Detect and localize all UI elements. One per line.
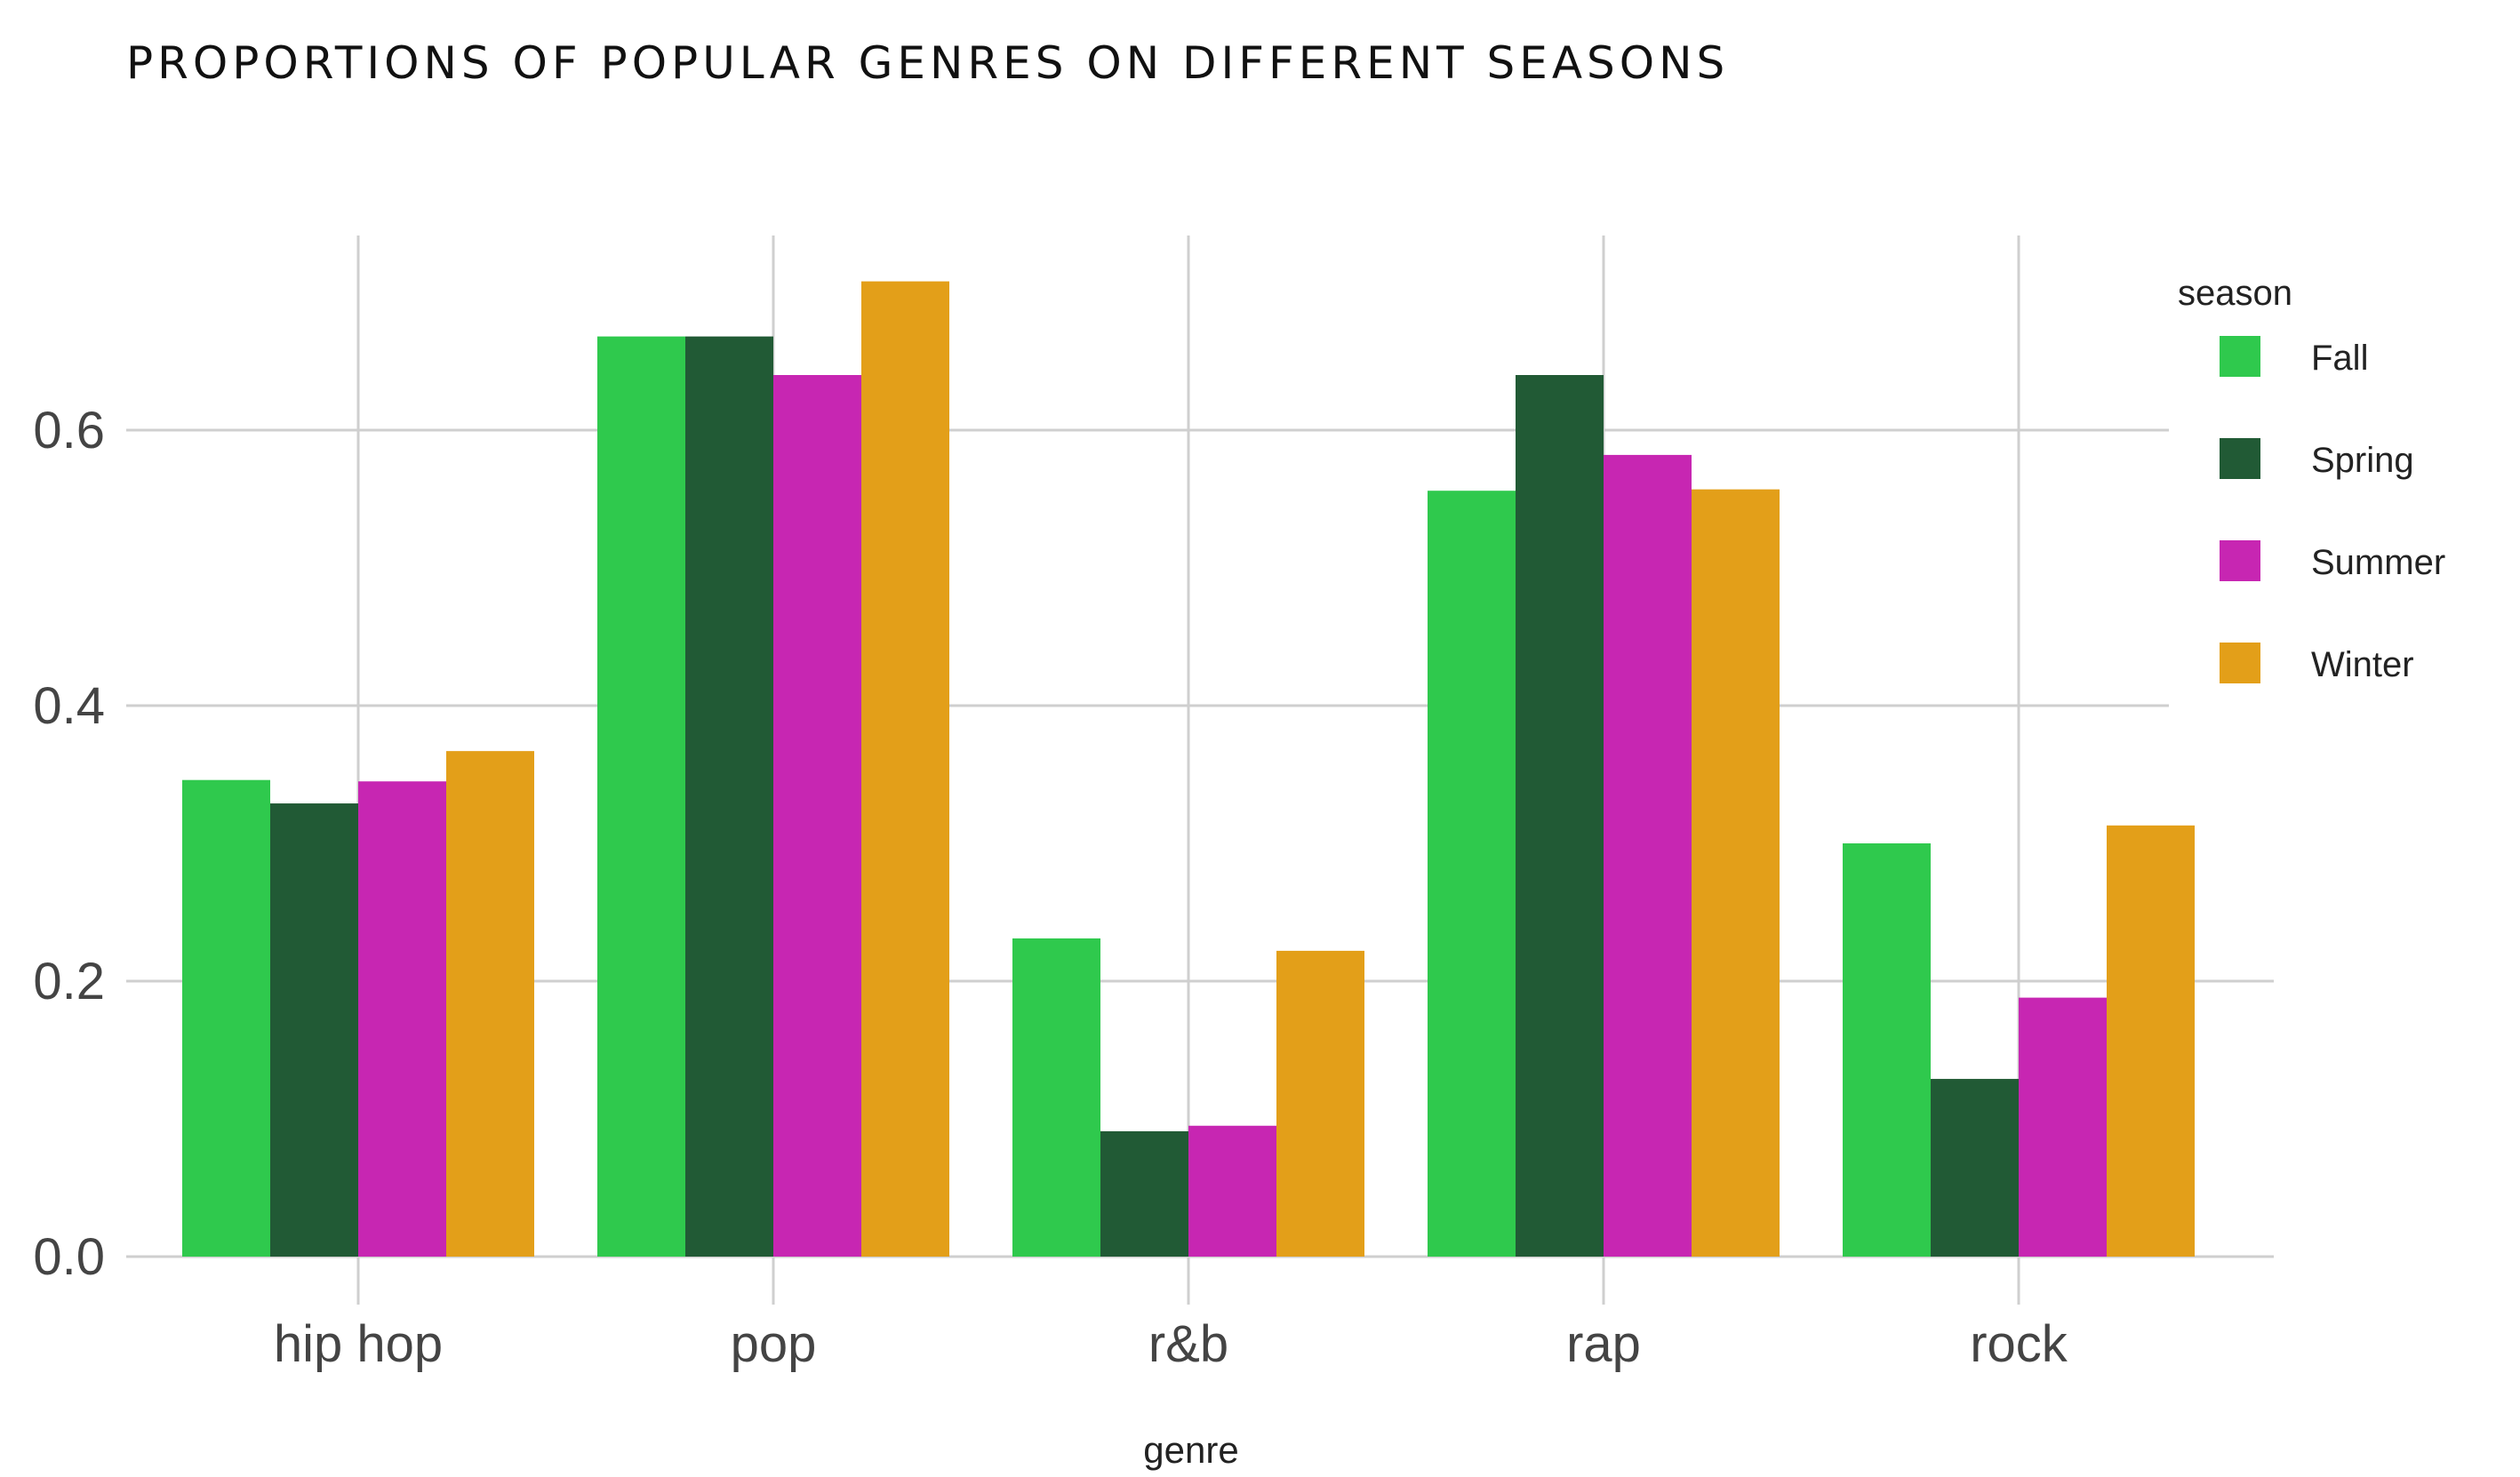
bar [1604, 454, 1692, 1257]
legend-label: Spring [2311, 441, 2414, 480]
bar [685, 336, 773, 1257]
bar [1931, 1079, 2019, 1257]
bars [182, 281, 2195, 1257]
y-tick-label: 0.2 [33, 953, 105, 1010]
bar [1428, 491, 1516, 1257]
y-tick-label: 0.6 [33, 402, 105, 459]
legend-label: Summer [2311, 543, 2445, 582]
y-tick-label: 0.0 [33, 1228, 105, 1286]
x-tick-label: rap [1566, 1315, 1641, 1373]
bar [597, 336, 685, 1257]
x-tick-label: rock [1970, 1315, 2068, 1373]
legend-swatch [2220, 540, 2260, 581]
chart-title: PROPORTIONS OF POPULAR GENRES ON DIFFERE… [126, 37, 1729, 89]
x-tick-label: pop [731, 1315, 817, 1373]
bar [1012, 938, 1100, 1257]
legend-label: Fall [2311, 339, 2368, 378]
bar [358, 781, 446, 1257]
bar [270, 803, 358, 1257]
legend-label: Winter [2311, 645, 2414, 684]
bar [446, 751, 534, 1257]
x-tick-label: r&b [1148, 1315, 1228, 1373]
legend-title: season [2178, 274, 2292, 313]
bar [773, 375, 861, 1257]
legend-swatch [2220, 336, 2260, 377]
bar [1188, 1125, 1276, 1257]
y-tick-label: 0.4 [33, 677, 105, 735]
bar [861, 281, 949, 1257]
x-axis-label: genre [1143, 1429, 1238, 1471]
bar [182, 779, 270, 1257]
bar [1276, 950, 1364, 1257]
y-tick-labels: 0.0 0.2 0.4 0.6 [33, 402, 105, 1286]
bar [1692, 489, 1780, 1257]
x-tick-labels: hip hop pop r&b rap rock [274, 1315, 2068, 1373]
bar [1516, 375, 1604, 1257]
legend: season Fall Spring Summer Winter [2178, 274, 2445, 684]
bar [2107, 825, 2195, 1257]
bar [1100, 1130, 1188, 1257]
x-tick-label: hip hop [274, 1315, 443, 1373]
bar [1843, 843, 1931, 1257]
legend-swatch [2220, 438, 2260, 479]
legend-swatch [2220, 643, 2260, 683]
bar [2019, 997, 2107, 1257]
